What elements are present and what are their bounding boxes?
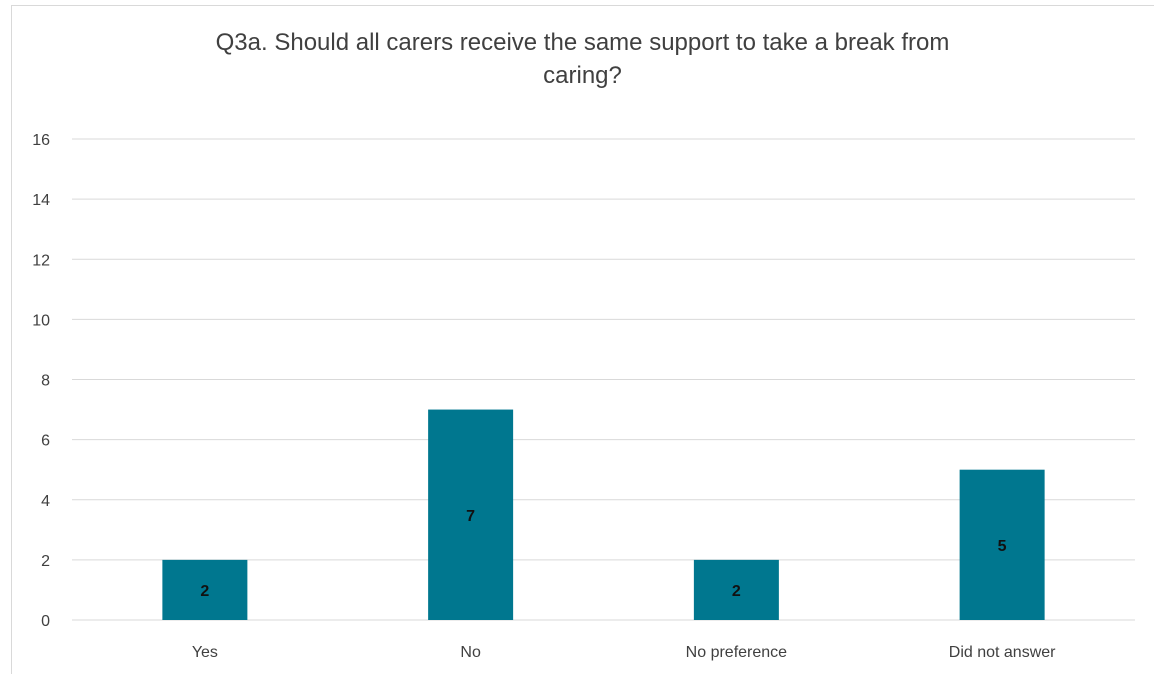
bar-3	[959, 469, 1045, 620]
x-axis-tick-labels: Yes No No preference Did not answer	[192, 644, 1056, 661]
x-tick-label: Yes	[192, 644, 218, 661]
y-tick-label: 12	[32, 252, 50, 269]
bars	[162, 409, 1045, 620]
y-tick-label: 14	[32, 192, 50, 209]
bar-2	[693, 559, 779, 620]
y-tick-label: 2	[41, 553, 50, 570]
y-tick-label: 4	[41, 493, 50, 510]
x-tick-label: No preference	[686, 644, 787, 661]
y-tick-label: 16	[32, 132, 50, 149]
y-tick-label: 0	[41, 613, 50, 630]
gridlines	[72, 138, 1135, 621]
data-label: 5	[998, 538, 1007, 555]
data-label: 7	[466, 508, 475, 525]
x-tick-label: Did not answer	[949, 644, 1056, 661]
y-tick-label: 8	[41, 373, 50, 390]
chart-title-line-2: caring?	[543, 62, 622, 89]
chart-title-line-1: Q3a. Should all carers receive the same …	[215, 29, 950, 56]
data-labels: 2 7 2 5	[200, 508, 1006, 600]
y-tick-label: 10	[32, 312, 50, 329]
bar-0	[162, 559, 248, 620]
y-axis-tick-labels: 0 2 4 6 8 10 12 14 16	[32, 132, 50, 630]
data-label: 2	[200, 583, 209, 600]
chart-frame	[11, 5, 1154, 674]
y-tick-label: 6	[41, 433, 50, 450]
chart-title: Q3a. Should all carers receive the same …	[11, 26, 1154, 92]
data-label: 2	[732, 583, 741, 600]
x-tick-label: No	[460, 644, 481, 661]
bar-1	[428, 409, 514, 620]
